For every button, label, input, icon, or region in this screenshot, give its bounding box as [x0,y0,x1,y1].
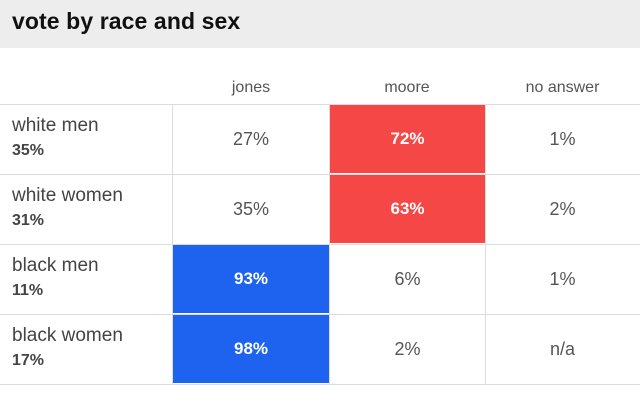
column-header-moore: moore [384,79,430,96]
column-header-jones: jones [231,79,271,96]
cell-moore: 2% [394,339,421,359]
row-divider [0,244,640,245]
cell-jones: 27% [232,129,270,149]
row-label: black men 11% [12,255,162,301]
cell-no-answer: n/a [549,339,576,359]
table-title: vote by race and sex [12,8,241,34]
column-header-no-answer: no answer [525,79,600,96]
group-name: white men [12,115,99,136]
column-divider [172,104,173,385]
group-share: 11% [12,282,44,299]
group-share: 31% [12,212,45,229]
cell-moore: 6% [394,269,421,289]
group-name: white women [12,185,123,206]
cell-moore-winner: 72% [330,105,485,173]
cell-moore-winner: 63% [330,175,485,243]
group-name: black women [12,325,123,346]
row-label: white women 31% [12,185,162,231]
row-label: white men 35% [12,115,162,161]
row-divider [0,314,640,315]
column-divider [329,104,330,385]
row-divider [0,384,640,385]
row-divider [0,174,640,175]
table-row-black-women: black women 17% 98% 2% n/a [0,315,640,383]
group-share: 35% [12,142,45,159]
row-divider [0,104,640,105]
cell-jones-winner: 93% [173,245,329,313]
row-label: black women 17% [12,325,162,371]
group-share: 17% [12,352,45,369]
table-row-black-men: black men 11% 93% 6% 1% [0,245,640,313]
table-row-white-men: white men 35% 27% 72% 1% [0,105,640,173]
table-row-white-women: white women 31% 35% 63% 2% [0,175,640,243]
column-divider [485,104,486,385]
cell-jones-winner: 98% [173,315,329,383]
title-bar: vote by race and sex [0,0,640,48]
cell-no-answer: 1% [549,129,576,149]
cell-no-answer: 1% [549,269,576,289]
group-name: black men [12,255,99,276]
cell-no-answer: 2% [549,199,576,219]
cell-jones: 35% [232,199,270,219]
